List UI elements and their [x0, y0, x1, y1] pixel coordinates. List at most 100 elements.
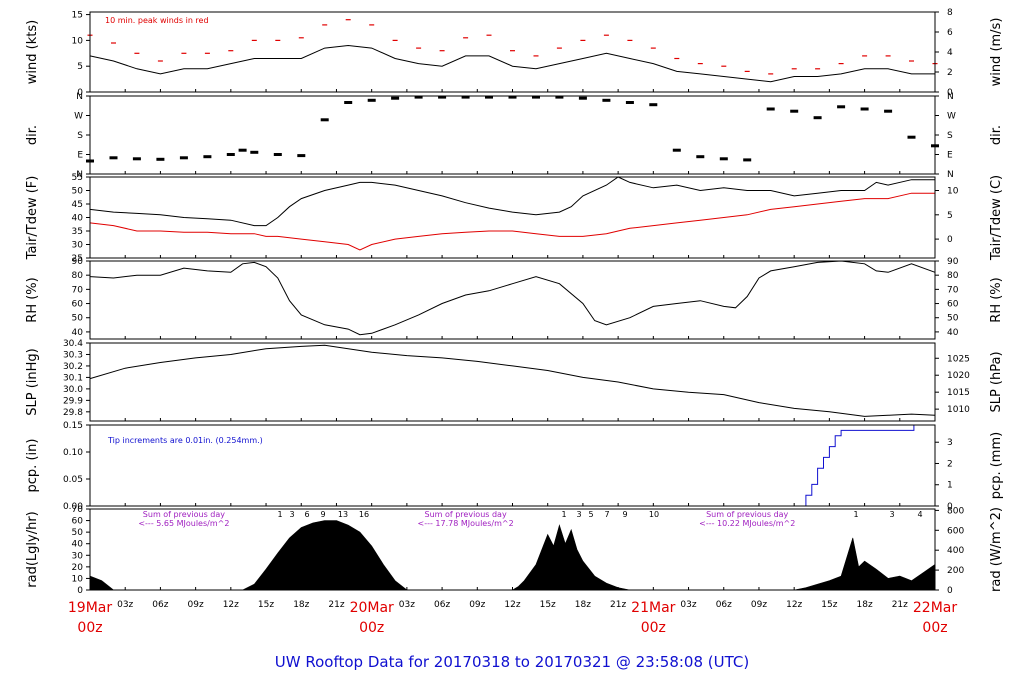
- pcp-annotation: Tip increments are 0.01in. (0.254mm.): [107, 436, 263, 445]
- rad-note: <--- 17.78 MJoules/m^2: [418, 519, 514, 528]
- series-dir-point: [860, 107, 869, 111]
- series-rh-line-0: [89, 260, 936, 336]
- ytick-label-right: 2: [947, 459, 953, 469]
- ytick-label-left: 55: [72, 173, 83, 183]
- ytick-label-left: 60: [72, 517, 84, 527]
- ytick-label-left: 0: [77, 88, 83, 98]
- panel-rh: 40 50 60 70 80 90 40 50 60 70 80 90 RH (%) RH (%): [25, 257, 1004, 340]
- ylabel-left: SLP (inHg): [25, 348, 40, 416]
- series-dir-point: [907, 135, 916, 139]
- ytick-label-left: 30.3: [63, 350, 83, 360]
- uv-index-mark: 1: [853, 510, 858, 519]
- series-dir-point: [226, 153, 235, 156]
- series-dir-point: [555, 95, 564, 99]
- ytick-label-left: 30.4: [63, 339, 83, 349]
- ytick-label-right: 8: [947, 8, 953, 18]
- series-dir-point: [602, 98, 611, 102]
- rad-note: <--- 10.22 MJoules/m^2: [699, 519, 795, 528]
- series-dir-point: [179, 156, 188, 160]
- uv-index-mark: 6: [304, 510, 309, 519]
- ytick-label-left: 40: [72, 540, 84, 550]
- panel-temp: 25 30 35 40 45 50 55 0 5 10 Tair/Tdew (F) Tair/Tdew…: [25, 173, 1004, 264]
- series-dir-point: [250, 150, 259, 154]
- ytick-label-left: 35: [72, 227, 83, 237]
- panel-slp: 29.8 29.930.0 30.130.2 30.330.4 1010 1015 1020…: [25, 339, 1004, 422]
- xtick-label: 03z: [680, 600, 696, 610]
- ytick-label-right: 1015: [947, 388, 970, 398]
- page-title: UW Rooftop Data for 20170318 to 20170321…: [275, 653, 749, 671]
- series-dir-point: [391, 96, 400, 100]
- ytick-label-left: 50: [72, 528, 84, 538]
- panel-wind: 0 5 10 15 0 2 4 6 8 wind (kts) wind (m/s) 10 min. p…: [25, 8, 1004, 98]
- rad-note: Sum of previous day: [706, 510, 788, 519]
- xtick-label: 09z: [469, 600, 485, 610]
- rad-note: Sum of previous day: [143, 510, 225, 519]
- ytick-label-right: 70: [947, 285, 959, 295]
- uv-index-mark: 1: [277, 510, 282, 519]
- series-dir-point: [696, 155, 705, 159]
- xtick-label: 06z: [716, 600, 732, 610]
- ytick-label-right: 60: [947, 300, 959, 310]
- ytick-label-left: 45: [72, 200, 83, 210]
- ytick-label-left: S: [77, 131, 83, 141]
- ytick-label-right: 0: [947, 502, 953, 512]
- panel-frame: [89, 176, 936, 259]
- ytick-label-right: 0: [947, 88, 953, 98]
- xtick-label: 12z: [504, 600, 520, 610]
- ytick-label-right: 3: [947, 438, 953, 448]
- panel-frame: [89, 11, 936, 93]
- panel-frame: [89, 95, 936, 175]
- ytick-label-left: 29.9: [63, 396, 83, 406]
- ylabel-right: rad (W/m^2): [989, 507, 1004, 592]
- xtick-label: 18z: [857, 600, 873, 610]
- ytick-label-right: W: [947, 112, 956, 122]
- ytick-label-right: 80: [947, 271, 959, 281]
- ylabel-right: SLP (hPa): [989, 351, 1004, 412]
- ytick-label-left: N: [76, 170, 83, 180]
- xday-time-label: 00z: [77, 620, 102, 636]
- ytick-label-right: N: [947, 170, 954, 180]
- ytick-label-right: 90: [947, 257, 959, 267]
- wind-annotation: 10 min. peak winds in red: [105, 16, 209, 25]
- ylabel-left: Tair/Tdew (F): [25, 176, 40, 261]
- series-slp-line-0: [89, 344, 936, 417]
- series-dir-point: [297, 154, 306, 158]
- series-temp-tair: [89, 176, 935, 227]
- series-temp-tdew: [89, 192, 935, 251]
- xtick-label: 21z: [328, 600, 344, 610]
- series-dir-point: [743, 158, 752, 162]
- series-dir-point: [156, 157, 165, 161]
- uv-index-mark: 13: [338, 510, 348, 519]
- ylabel-left: rad(Lgly/hr): [25, 511, 40, 587]
- ytick-label-left: 15: [72, 11, 83, 21]
- uv-index-mark: 3: [289, 510, 294, 519]
- ytick-label-left: 60: [72, 300, 84, 310]
- xtick-label: 18z: [293, 600, 309, 610]
- panel-rad: 0102030405060700200400600800rad(Lgly/hr)…: [25, 505, 1004, 596]
- ytick-label-right: 1020: [947, 371, 970, 381]
- ytick-label-right: 2: [947, 68, 953, 78]
- xtick-label: 15z: [821, 600, 837, 610]
- ylabel-right: pcp. (mm): [989, 432, 1004, 499]
- series-dir-point: [578, 96, 587, 100]
- ytick-label-left: 40: [72, 214, 84, 224]
- ytick-label-left: 25: [72, 254, 83, 264]
- series-rad-area: [89, 520, 936, 591]
- ytick-label-right: 400: [947, 546, 964, 556]
- series-dir-point: [238, 148, 247, 152]
- xtick-label: 12z: [786, 600, 802, 610]
- xday-time-label: 00z: [359, 620, 384, 636]
- xday-date-label: 20Mar: [350, 600, 394, 616]
- uv-index-mark: 10: [649, 510, 659, 519]
- uv-index-mark: 16: [359, 510, 369, 519]
- ylabel-right: wind (m/s): [989, 18, 1004, 87]
- panel-pcp: 0.00 0.05 0.10 0.15 0 1 2 3 pcp. (in) pcp. (mm) Ti…: [25, 421, 1004, 512]
- xtick-label: 03z: [117, 600, 133, 610]
- ytick-label-left: 0.05: [63, 475, 83, 485]
- ytick-label-right: 0: [947, 235, 953, 245]
- series-dir-point: [461, 95, 470, 99]
- ylabel-right: Tair/Tdew (C): [989, 175, 1004, 261]
- series-dir-point: [766, 107, 775, 111]
